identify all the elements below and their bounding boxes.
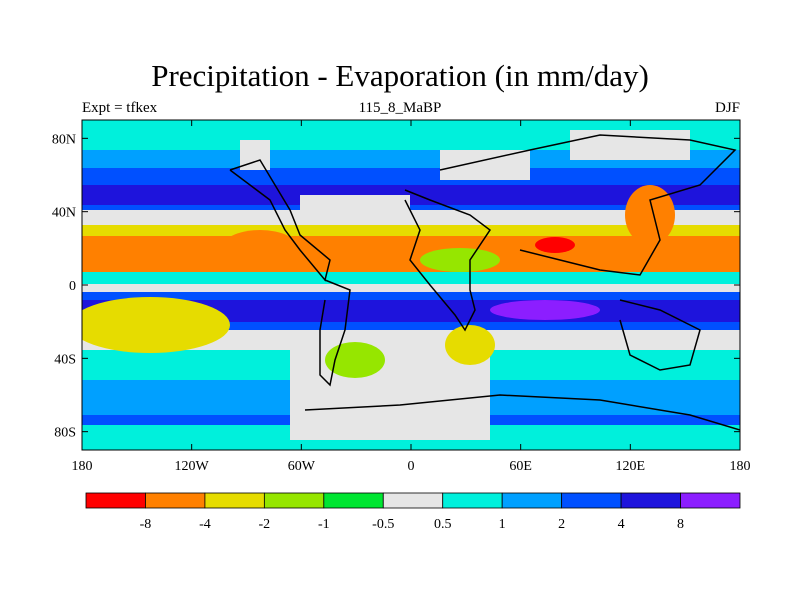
lat-tick-label: 80S [54, 426, 76, 441]
lon-tick-label: 180 [72, 459, 93, 474]
time-period-label: 115_8_MaBP [358, 100, 442, 116]
experiment-label: Expt = tfkex [82, 100, 158, 116]
lon-tick-label: 60E [509, 459, 532, 474]
colorbar-swatch [561, 492, 622, 509]
colorbar-label: 4 [618, 517, 625, 532]
colorbar: -8 -4 -2 -1 -0.5 0.5 1 2 4 8 [85, 492, 741, 532]
axis-labels: 80N 40N 0 40S 80S 180 120W 60W 0 60E 120E 180 [52, 132, 751, 474]
colorbar-label: -8 [140, 517, 152, 532]
lat-tick-label: 0 [69, 279, 76, 294]
map-title: Precipitation - Evaporation (in mm/day) [151, 58, 649, 93]
coastlines [229, 134, 740, 431]
colorbar-swatch [263, 492, 325, 509]
colorbar-swatch [680, 492, 741, 509]
colorbar-swatch [382, 492, 444, 509]
axis-ticks [81, 120, 741, 450]
season-label: DJF [714, 100, 740, 116]
colorbar-label: 0.5 [434, 517, 452, 532]
colorbar-label: -1 [318, 517, 330, 532]
colorbar-label: -0.5 [372, 517, 394, 532]
lon-tick-label: 0 [408, 459, 415, 474]
colorbar-label: 8 [677, 517, 684, 532]
colorbar-swatch [323, 492, 384, 509]
precip-evap-field [82, 120, 740, 450]
colorbar-label: 2 [558, 517, 565, 532]
colorbar-swatch [204, 492, 265, 509]
lon-tick-label: 120E [616, 459, 646, 474]
colorbar-swatch [145, 492, 206, 509]
colorbar-swatch [442, 492, 503, 509]
lon-tick-label: 60W [288, 459, 316, 474]
colorbar-label: -2 [259, 517, 271, 532]
lat-tick-label: 80N [52, 132, 76, 147]
colorbar-swatch [620, 492, 681, 509]
colorbar-label: -4 [199, 517, 211, 532]
lon-tick-label: 120W [175, 459, 210, 474]
colorbar-swatch [501, 492, 563, 509]
lat-tick-label: 40S [54, 352, 76, 367]
lon-tick-label: 180 [730, 459, 751, 474]
colorbar-label: 1 [499, 517, 506, 532]
lat-tick-label: 40N [52, 206, 76, 221]
colorbar-swatch [85, 492, 146, 509]
